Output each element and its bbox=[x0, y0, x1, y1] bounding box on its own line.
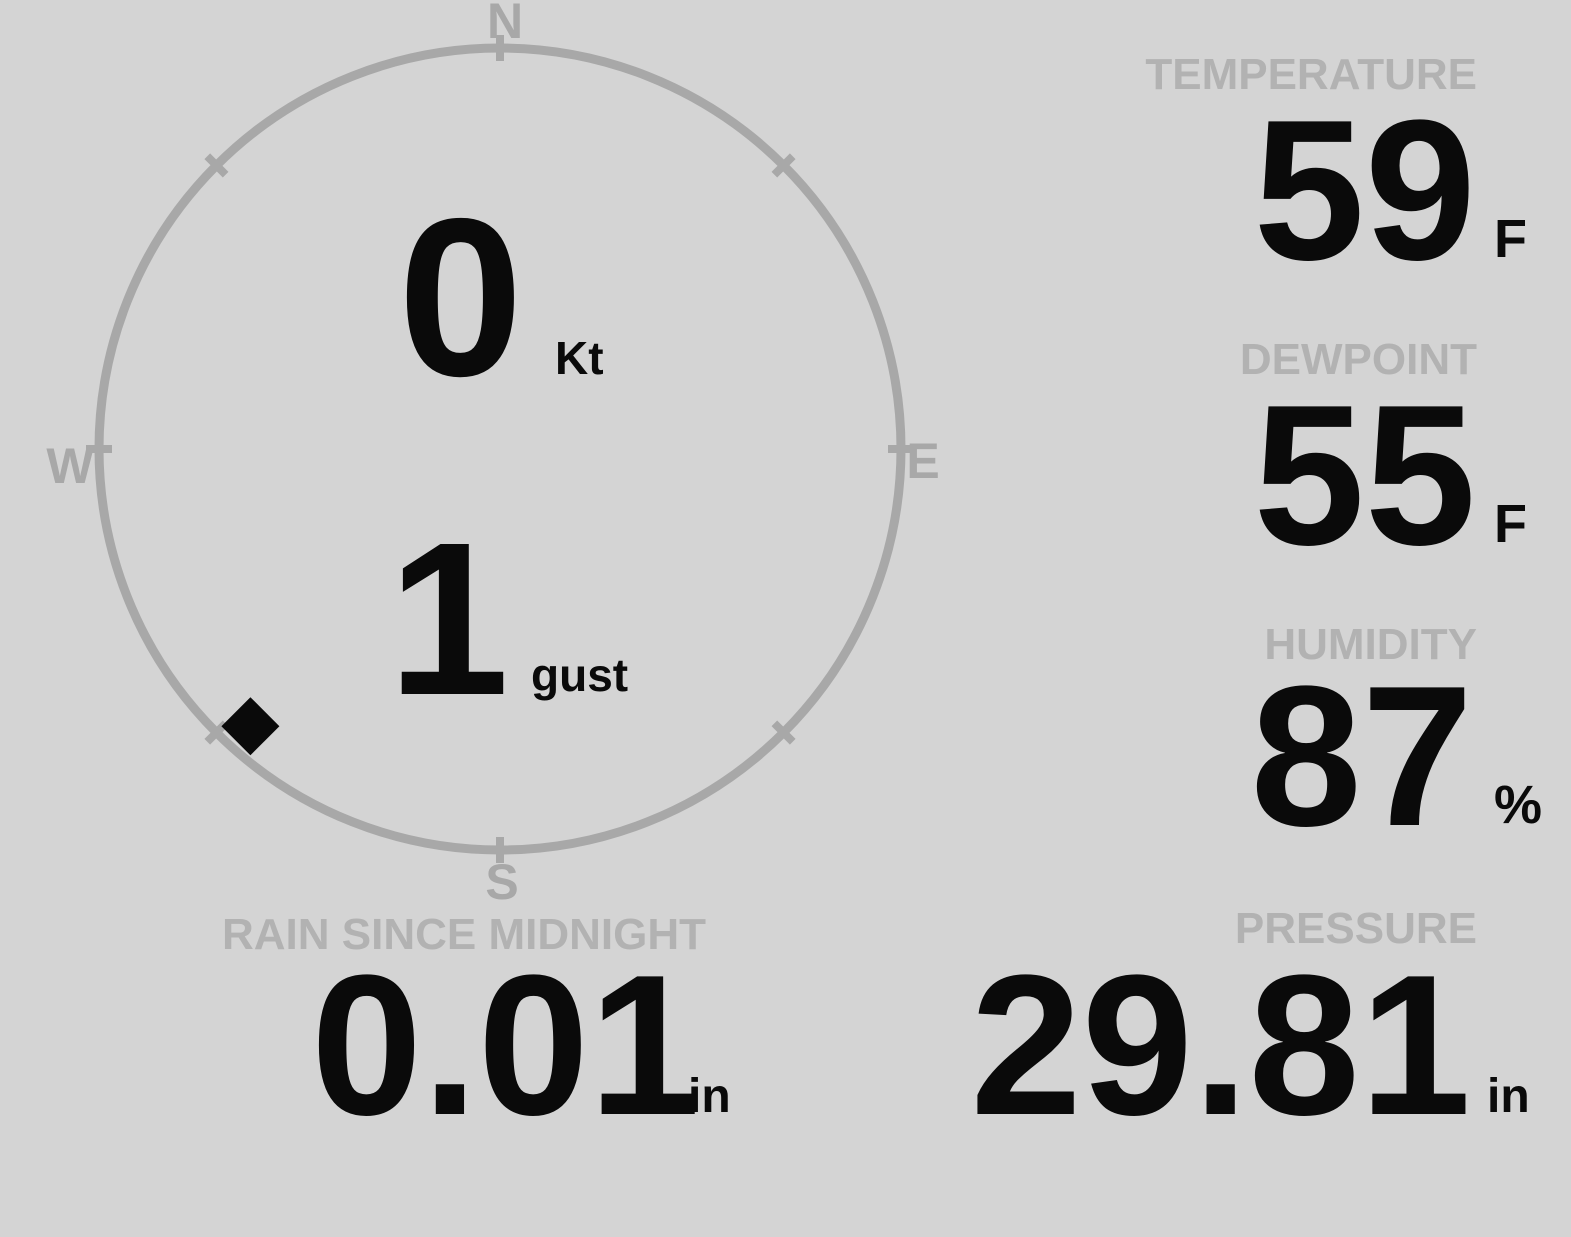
rain-since-midnight-value: 0.01 bbox=[311, 934, 701, 1157]
temperature-label: TEMPERATURE bbox=[1145, 50, 1477, 99]
wind-gust-label: gust bbox=[531, 649, 629, 701]
humidity-label: HUMIDITY bbox=[1264, 620, 1477, 669]
wind-speed-value: 0 bbox=[398, 171, 524, 423]
rain-since-midnight-label: RAIN SINCE MIDNIGHT bbox=[222, 910, 706, 959]
humidity-value: 87 bbox=[1250, 645, 1473, 868]
compass-tick-45 bbox=[771, 153, 796, 178]
temperature-unit: F bbox=[1494, 209, 1527, 269]
wind-gust-value: 1 bbox=[388, 498, 510, 741]
pressure-unit: in bbox=[1487, 1070, 1530, 1123]
compass-cardinal-east: E bbox=[906, 433, 940, 489]
wind-direction-marker bbox=[221, 697, 280, 756]
wind-speed-unit: Kt bbox=[555, 332, 604, 384]
pressure-value: 29.81 bbox=[970, 934, 1472, 1157]
humidity-unit: % bbox=[1494, 775, 1543, 835]
compass-tick-135 bbox=[771, 720, 796, 745]
dewpoint-value: 55 bbox=[1253, 364, 1476, 587]
dewpoint-unit: F bbox=[1494, 494, 1527, 554]
pressure-label: PRESSURE bbox=[1234, 904, 1477, 953]
compass-cardinal-north: N bbox=[486, 0, 524, 49]
compass-cardinal-west: W bbox=[46, 438, 94, 494]
compass-tick-315 bbox=[204, 153, 229, 178]
compass-cardinal-south: S bbox=[485, 854, 519, 910]
dewpoint-label: DEWPOINT bbox=[1239, 335, 1477, 384]
temperature-value: 59 bbox=[1253, 79, 1476, 302]
rain-since-midnight-unit: in bbox=[688, 1070, 731, 1123]
